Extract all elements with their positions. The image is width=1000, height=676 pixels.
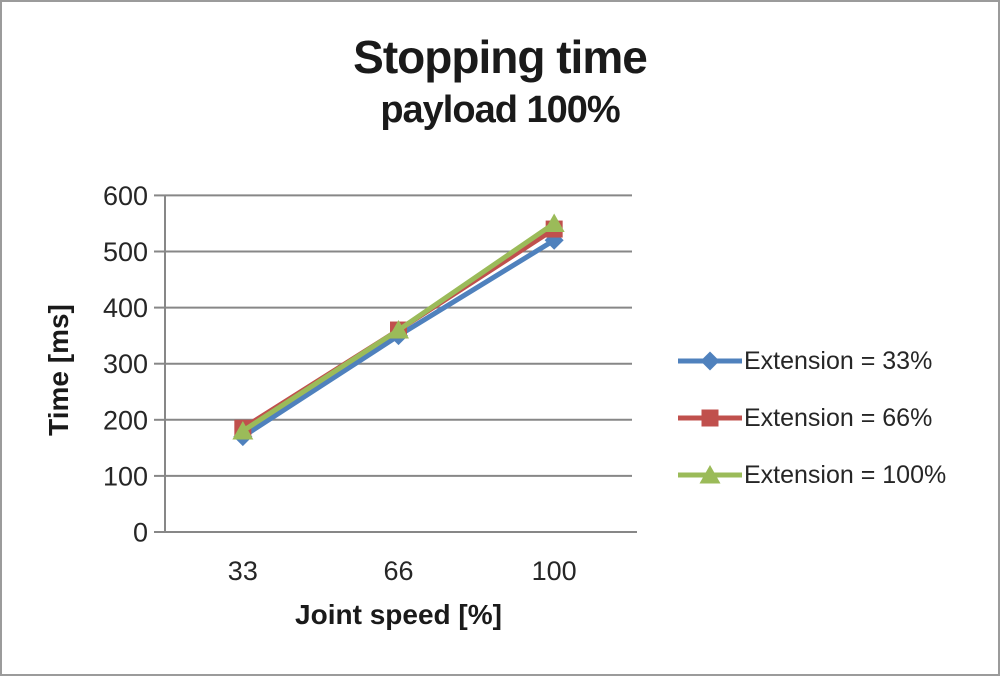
legend-entry: Extension = 33% bbox=[678, 346, 946, 376]
legend-label: Extension = 100% bbox=[744, 460, 947, 489]
chart-title: Stopping time bbox=[353, 31, 648, 83]
y-tick-label: 400 bbox=[103, 293, 148, 323]
legend: Extension = 33% Extension = 66% Extension … bbox=[678, 346, 946, 490]
y-tick-label: 500 bbox=[103, 237, 148, 267]
legend-marker-icon bbox=[678, 351, 742, 371]
legend-marker-icon bbox=[678, 465, 742, 484]
data-point-marker bbox=[388, 320, 409, 339]
legend-label: Extension = 66% bbox=[744, 403, 933, 432]
x-tick-label: 33 bbox=[228, 556, 258, 586]
y-tick-label: 200 bbox=[103, 405, 148, 435]
x-tick-label: 66 bbox=[383, 556, 413, 586]
y-axis-title: Time [ms] bbox=[43, 304, 74, 436]
legend-marker bbox=[699, 465, 721, 484]
x-tick-label: 100 bbox=[532, 556, 577, 586]
y-tick-label: 100 bbox=[103, 461, 148, 491]
legend-entry: Extension = 66% bbox=[678, 403, 946, 433]
y-tick-label: 600 bbox=[103, 181, 148, 211]
chart-subtitle: payload 100% bbox=[380, 89, 620, 131]
y-tick-label: 300 bbox=[103, 349, 148, 379]
legend-entry: Extension = 100% bbox=[678, 460, 946, 490]
chart-title-block: Stopping time payload 100% bbox=[2, 28, 998, 134]
x-axis-title: Joint speed [%] bbox=[295, 599, 502, 630]
legend-marker bbox=[701, 409, 719, 427]
y-tick-label: 0 bbox=[133, 518, 148, 548]
legend-marker-icon bbox=[678, 409, 742, 427]
legend-marker bbox=[700, 351, 720, 371]
legend-label: Extension = 33% bbox=[744, 346, 933, 375]
data-point-marker bbox=[543, 213, 565, 232]
data-point-marker bbox=[232, 421, 254, 440]
